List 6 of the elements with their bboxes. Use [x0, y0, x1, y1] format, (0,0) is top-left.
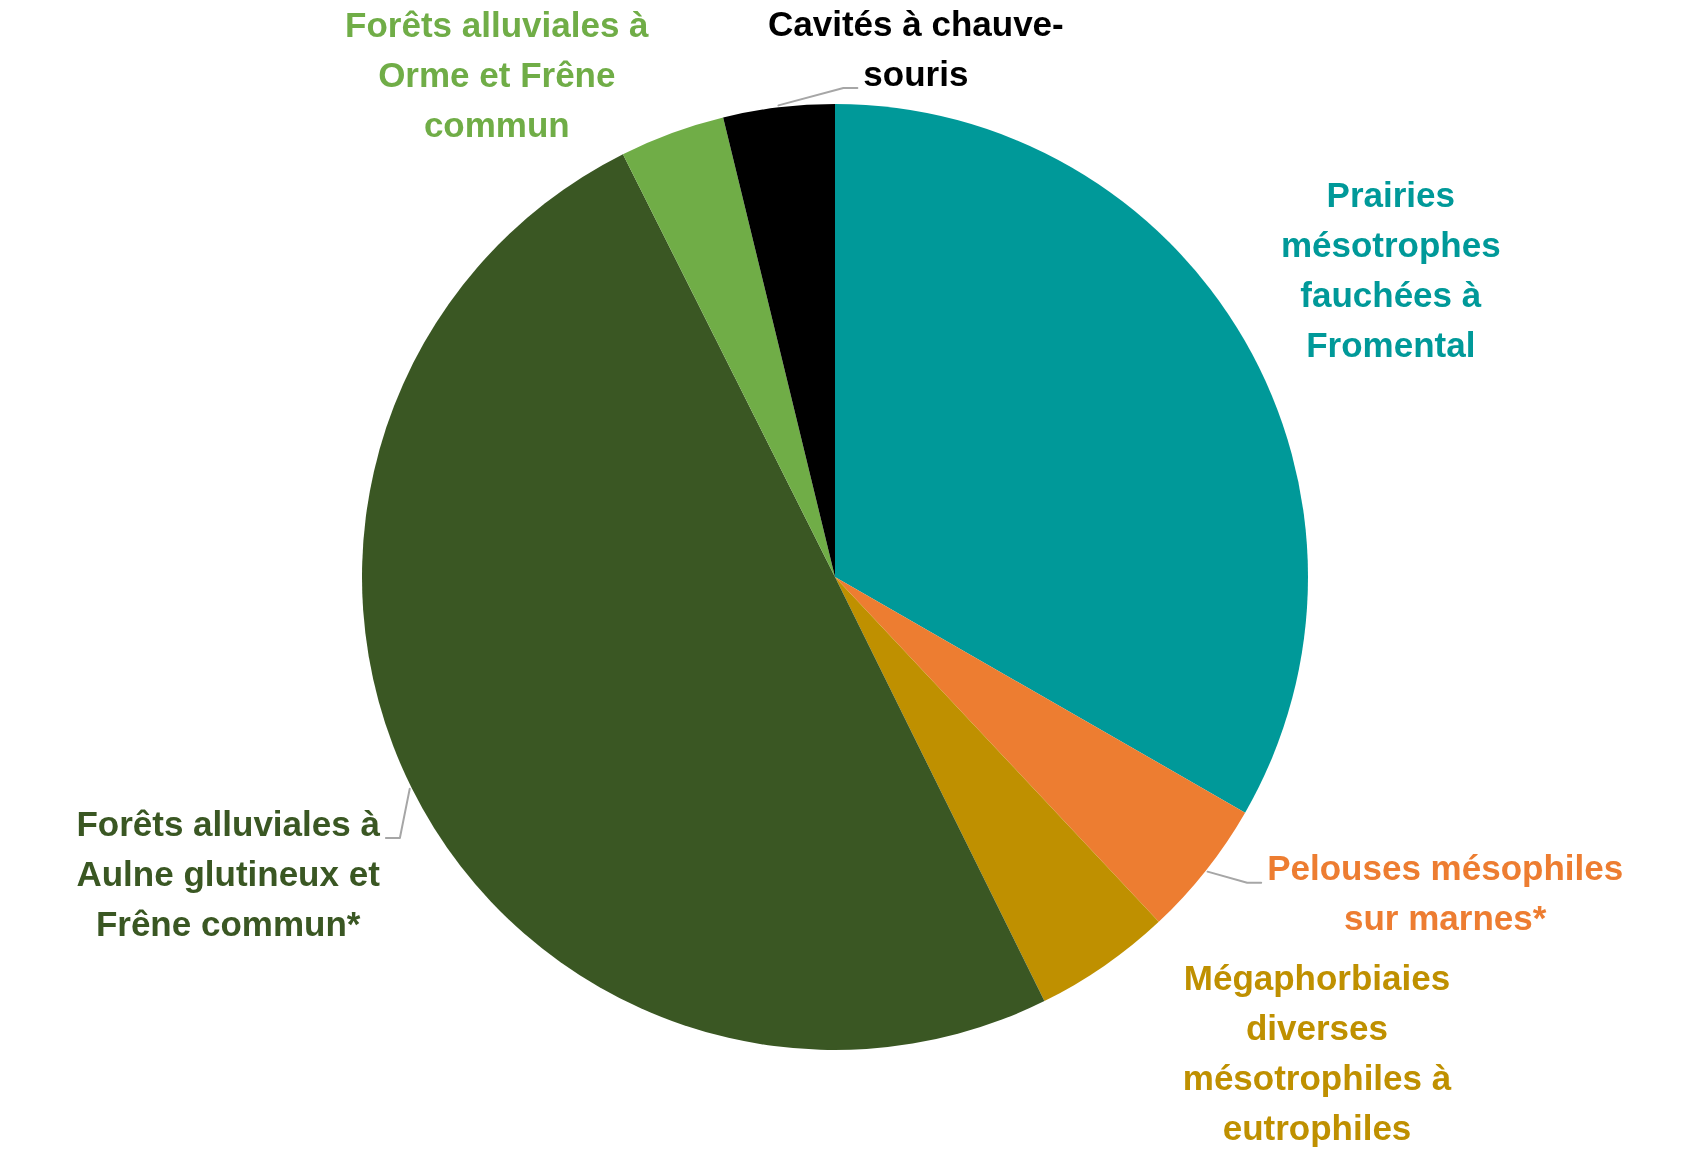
slice-label: Forêts alluviales à Orme et Frêne commun [345, 4, 650, 144]
slice-label: Mégaphorbiaies diverses mésotrophiles à eutrophiles [1182, 957, 1452, 1147]
slice-label: Pelouses mésophiles sur marnes* [1267, 848, 1624, 938]
slice-label: Cavités à chauve-souris [768, 3, 1064, 93]
slice-label: Forêts alluviales à Aulne glutineux et Frêne commun* [76, 803, 381, 943]
slice-label: Prairies mésotrophes fauchées à Fromental [1280, 174, 1501, 364]
